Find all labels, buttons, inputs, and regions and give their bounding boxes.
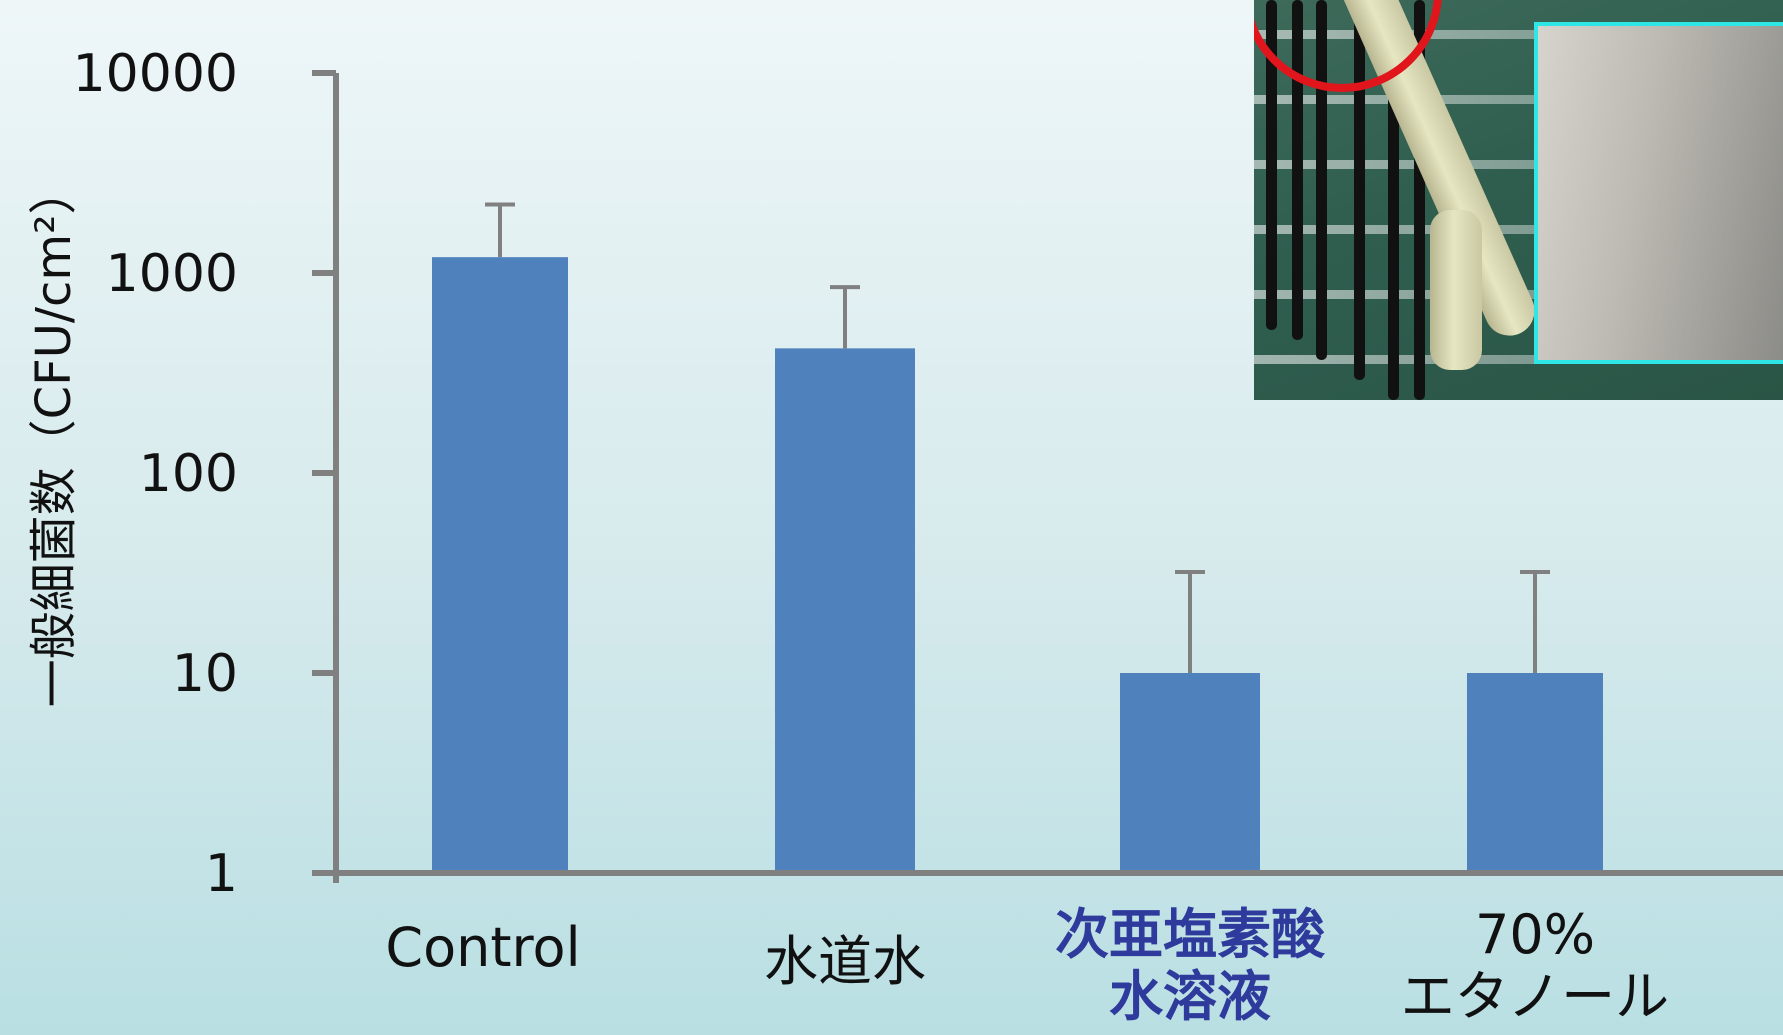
bars bbox=[432, 257, 1603, 874]
y-tick-label: 100 bbox=[139, 444, 238, 504]
y-axis-ticks: 1 10 100 1000 10000 bbox=[73, 44, 336, 904]
bar bbox=[1467, 673, 1603, 873]
bar bbox=[1120, 673, 1260, 873]
y-axis-label: 一般細菌数（CFU/cm²） bbox=[26, 167, 82, 708]
category-label: 次亜塩素酸 bbox=[1055, 903, 1326, 966]
y-tick-label: 10 bbox=[172, 644, 238, 704]
error-bars bbox=[485, 202, 1550, 673]
handrail-end bbox=[1430, 210, 1482, 370]
stair-edge bbox=[1254, 95, 1783, 104]
y-tick-label: 1 bbox=[205, 844, 238, 904]
stair-edge bbox=[1254, 355, 1783, 364]
handrail-photo bbox=[1254, 0, 1783, 400]
baluster bbox=[1316, 0, 1327, 360]
closeup-inset bbox=[1534, 22, 1783, 364]
category-label: 水道水 bbox=[764, 930, 926, 993]
category-label: 水溶液 bbox=[1109, 965, 1271, 1028]
stair-edge bbox=[1254, 160, 1783, 169]
baluster bbox=[1354, 0, 1365, 380]
baluster bbox=[1414, 0, 1425, 400]
baluster bbox=[1388, 0, 1399, 400]
stair-edge bbox=[1254, 30, 1783, 39]
bar bbox=[432, 257, 568, 873]
baluster bbox=[1292, 0, 1303, 340]
bar bbox=[775, 348, 915, 874]
y-tick-label: 1000 bbox=[106, 244, 238, 304]
baluster bbox=[1266, 0, 1277, 330]
category-label: 70% bbox=[1475, 903, 1595, 966]
category-label: Control bbox=[385, 916, 580, 979]
y-tick-label: 10000 bbox=[73, 44, 238, 104]
stair-edge bbox=[1254, 225, 1783, 234]
category-label: エタノール bbox=[1401, 965, 1669, 1028]
axes bbox=[312, 73, 1783, 883]
